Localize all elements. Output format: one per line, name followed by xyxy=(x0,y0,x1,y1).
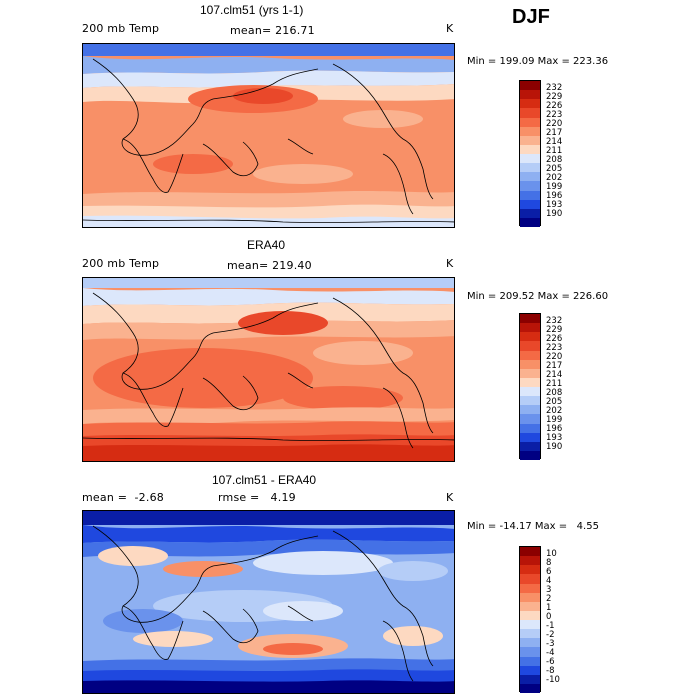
tick-label: 220 xyxy=(546,119,563,129)
tick-label: 3 xyxy=(546,585,552,595)
panel2-title: ERA40 xyxy=(247,238,286,252)
tick-label: 199 xyxy=(546,182,563,192)
panel1-map xyxy=(82,43,455,228)
panel3-mean-label: mean = -2.68 xyxy=(82,491,164,504)
tick-label: 229 xyxy=(546,325,563,335)
tick-label: 214 xyxy=(546,137,563,147)
tick-label: 223 xyxy=(546,343,563,353)
tick-label: 205 xyxy=(546,164,563,174)
tick-label: 214 xyxy=(546,370,563,380)
tick-label: 232 xyxy=(546,83,563,93)
panel2-minmax: Min = 209.52 Max = 226.60 xyxy=(467,291,609,302)
tick-label: 1 xyxy=(546,603,552,613)
tick-label: 202 xyxy=(546,406,563,416)
tick-label: 229 xyxy=(546,92,563,102)
tick-label: 6 xyxy=(546,567,552,577)
panel3-minmax: Min = -14.17 Max = 4.55 xyxy=(467,521,599,532)
tick-label: 193 xyxy=(546,200,563,210)
tick-label: 208 xyxy=(546,388,563,398)
panel1-minmax: Min = 199.09 Max = 223.36 xyxy=(467,56,609,67)
tick-label: 202 xyxy=(546,173,563,183)
tick-label: 211 xyxy=(546,379,563,389)
tick-label: 223 xyxy=(546,110,563,120)
panel3-rmse-label: rmse = 4.19 xyxy=(218,491,296,504)
panel2-colorbar xyxy=(519,313,541,460)
panel1-unit-label: K xyxy=(446,22,454,35)
tick-label: 8 xyxy=(546,558,552,568)
tick-label: 217 xyxy=(546,361,563,371)
panel2-mean-label: mean= 219.40 xyxy=(227,259,312,272)
tick-label: -4 xyxy=(546,648,555,658)
tick-label: 196 xyxy=(546,424,563,434)
panel1-mean-label: mean= 216.71 xyxy=(230,24,315,37)
tick-label: 10 xyxy=(546,549,557,559)
season-label: DJF xyxy=(512,6,550,28)
tick-label: -3 xyxy=(546,639,555,649)
tick-label: 190 xyxy=(546,209,563,219)
panel1-title: 107.clm51 (yrs 1-1) xyxy=(200,3,304,17)
tick-label: 2 xyxy=(546,594,552,604)
tick-label: 199 xyxy=(546,415,563,425)
tick-label: 220 xyxy=(546,352,563,362)
tick-label: 226 xyxy=(546,101,563,111)
tick-label: 4 xyxy=(546,576,552,586)
tick-label: -1 xyxy=(546,621,555,631)
tick-label: -8 xyxy=(546,666,555,676)
tick-label: 232 xyxy=(546,316,563,326)
panel3-colorbar xyxy=(519,546,541,693)
panel3-title: 107.clm51 - ERA40 xyxy=(212,473,317,487)
tick-label: 217 xyxy=(546,128,563,138)
panel3-map xyxy=(82,510,455,694)
panel2-left-label: 200 mb Temp xyxy=(82,257,160,270)
tick-label: -10 xyxy=(546,675,560,685)
panel1-colorbar xyxy=(519,80,541,227)
tick-label: 0 xyxy=(546,612,552,622)
panel3-unit-label: K xyxy=(446,491,454,504)
panel2-map xyxy=(82,277,455,462)
panel2-unit-label: K xyxy=(446,257,454,270)
tick-label: 208 xyxy=(546,155,563,165)
tick-label: 190 xyxy=(546,442,563,452)
tick-label: -2 xyxy=(546,630,555,640)
tick-label: 211 xyxy=(546,146,563,156)
tick-label: 196 xyxy=(546,191,563,201)
tick-label: -6 xyxy=(546,657,555,667)
tick-label: 226 xyxy=(546,334,563,344)
tick-label: 205 xyxy=(546,397,563,407)
panel1-left-label: 200 mb Temp xyxy=(82,22,160,35)
tick-label: 193 xyxy=(546,433,563,443)
